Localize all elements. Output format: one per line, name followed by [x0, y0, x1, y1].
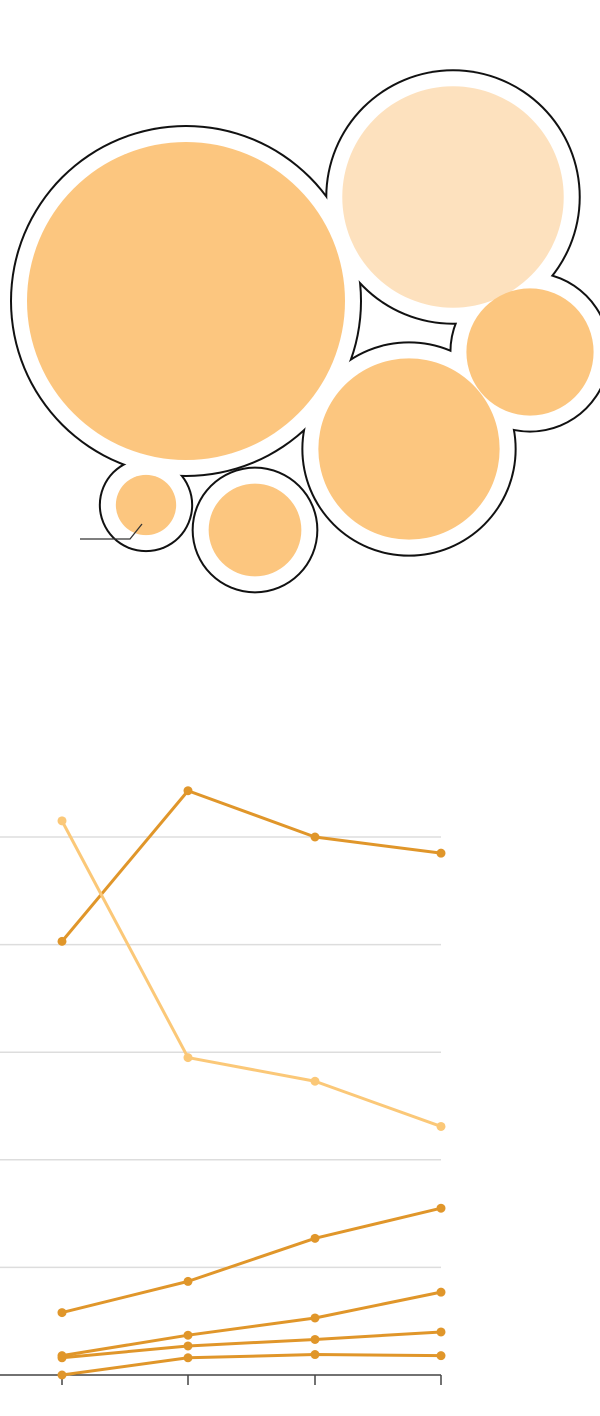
- line-chart: [0, 786, 446, 1385]
- series-2: [57, 816, 446, 1131]
- data-point: [57, 1308, 67, 1318]
- data-point: [57, 1353, 67, 1363]
- data-point: [436, 1121, 446, 1131]
- bubble: [27, 142, 345, 460]
- data-point: [310, 832, 320, 842]
- data-point: [310, 1313, 320, 1323]
- series-line: [61, 1290, 442, 1358]
- data-point: [436, 848, 446, 858]
- series-4: [57, 1287, 446, 1361]
- data-point: [183, 1341, 193, 1351]
- data-point: [436, 1203, 446, 1213]
- series-line: [60, 789, 442, 943]
- series-group: [57, 786, 446, 1380]
- series-line: [61, 1353, 442, 1377]
- data-point: [310, 1334, 320, 1344]
- gridlines: [0, 836, 441, 1269]
- data-point: [183, 1353, 193, 1363]
- series-6: [57, 1350, 446, 1380]
- data-point: [183, 1276, 193, 1286]
- series-line: [61, 1330, 442, 1360]
- data-point: [183, 1330, 193, 1340]
- bubble-callout: [80, 523, 143, 540]
- data-point: [436, 1287, 446, 1297]
- data-point: [310, 1233, 320, 1243]
- callout-line: [80, 523, 143, 540]
- data-point: [310, 1076, 320, 1086]
- data-point: [436, 1327, 446, 1337]
- data-point: [57, 816, 67, 826]
- data-point: [436, 1351, 446, 1361]
- bubble: [342, 86, 564, 308]
- series-line: [61, 1206, 442, 1315]
- bubble: [318, 358, 500, 540]
- data-point: [57, 1370, 67, 1380]
- data-point: [183, 1053, 193, 1063]
- bubble-cluster: [27, 86, 594, 577]
- series-5: [57, 1327, 446, 1363]
- bubble: [115, 474, 177, 536]
- series-line: [60, 820, 442, 1128]
- bubble: [466, 288, 594, 416]
- data-point: [57, 936, 67, 946]
- series-1: [57, 786, 446, 946]
- bubble-chart: [10, 69, 600, 594]
- data-point: [310, 1350, 320, 1360]
- data-point: [183, 786, 193, 796]
- series-3: [57, 1203, 446, 1318]
- bubble: [208, 483, 302, 577]
